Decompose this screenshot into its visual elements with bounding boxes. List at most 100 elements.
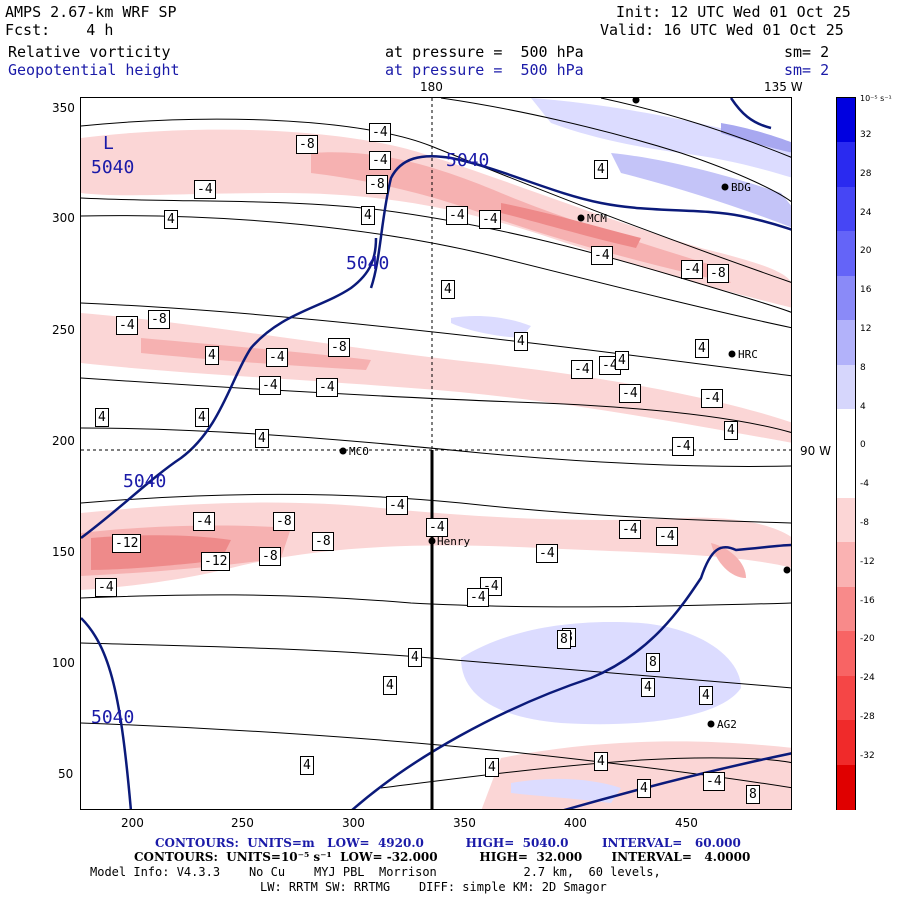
vorticity-contour-label: -4 [369, 123, 391, 142]
footer-height-contours: CONTOURS: UNITS=m LOW= 4920.0 HIGH= 5040… [155, 836, 741, 850]
vorticity-contour-label: -4 [467, 588, 489, 607]
vorticity-contour-label: -4 [656, 527, 678, 546]
vorticity-contour-label: 4 [699, 686, 713, 705]
colorbar-tick-label: -4 [860, 479, 869, 490]
vorticity-contour-label: -8 [273, 512, 295, 531]
x-tick-label: 350 [453, 816, 476, 830]
colorbar-segment [837, 409, 855, 454]
y-tick-label: 50 [58, 767, 74, 781]
vorticity-contour-label: 4 [95, 408, 109, 427]
colorbar-tick-label: -12 [860, 556, 875, 567]
vorticity-contour-label: -4 [426, 518, 448, 537]
height-label: 5040 [346, 253, 390, 274]
vorticity-contour-label: -4 [194, 180, 216, 199]
x-tick-label: 400 [564, 816, 587, 830]
vorticity-contour-label: -4 [369, 151, 391, 170]
station-label: MCM [587, 212, 607, 225]
vorticity-contour-label: -8 [296, 135, 318, 154]
colorbar-units: 10⁻⁵ s⁻¹ [860, 94, 892, 103]
model-title: AMPS 2.67-km WRF SP [5, 3, 177, 21]
height-label: 5040 [123, 471, 167, 492]
colorbar-segment [837, 453, 855, 499]
vorticity-contour-label: 4 [594, 752, 608, 771]
colorbar-tick-label: -28 [860, 712, 875, 722]
colorbar-tick-label: 24 [860, 207, 872, 218]
lon-label-135w: 135 W [764, 80, 803, 94]
vorticity-contour-label: -4 [116, 316, 138, 335]
colorbar-segment [837, 675, 855, 721]
vorticity-contour-label: -4 [701, 389, 723, 408]
vorticity-contour-label: 4 [641, 678, 655, 697]
colorbar-tick-label: 12 [860, 324, 872, 334]
vorticity-contour-label: -4 [591, 246, 613, 265]
height-label: 5040 [91, 707, 135, 728]
lon-label-180: 180 [420, 80, 443, 94]
colorbar-tick-label: -8 [860, 518, 869, 528]
vorticity-contour-label: 8 [746, 785, 760, 804]
x-tick-label: 200 [121, 816, 144, 830]
colorbar [836, 97, 856, 810]
vorticity-contour-label: 4 [408, 648, 422, 667]
colorbar-tick-label: 28 [860, 168, 872, 179]
vorticity-contour-label: -4 [193, 512, 215, 531]
vorticity-contour-label: -4 [266, 348, 288, 367]
vorticity-contour-label: -12 [112, 534, 142, 553]
colorbar-segment [837, 186, 855, 232]
station-label: AG2 [717, 718, 737, 731]
x-tick-label: 250 [231, 816, 254, 830]
footer-physics: LW: RRTM SW: RRTMG DIFF: simple KM: 2D S… [260, 880, 607, 894]
vorticity-contour-label: -4 [672, 437, 694, 456]
vorticity-contour-label: -8 [259, 547, 281, 566]
footer-model-info: Model Info: V4.3.3 No Cu MYJ PBL Morriso… [90, 865, 661, 879]
vorticity-contour-label: -4 [479, 210, 501, 229]
y-tick-label: 300 [52, 211, 75, 225]
vorticity-contour-label: -4 [571, 360, 593, 379]
field2-name: Geopotential height [8, 61, 180, 79]
vorticity-contour-label: -12 [201, 552, 231, 571]
colorbar-segment [837, 764, 855, 810]
vorticity-contour-label: -8 [312, 532, 334, 551]
vorticity-contour-label: 4 [300, 756, 314, 775]
vorticity-contour-label: 4 [205, 346, 219, 365]
vorticity-contour-label: -4 [95, 578, 117, 597]
colorbar-segment [837, 542, 855, 588]
vorticity-contour-label: -4 [619, 520, 641, 539]
map-panel[interactable]: L 5040 5040 5040 5040 5040 BDG MCM HRC M… [80, 97, 792, 810]
vorticity-contour-label: -8 [328, 338, 350, 357]
colorbar-segment [837, 98, 855, 143]
init-time: Init: 12 UTC Wed 01 Oct 25 [616, 3, 851, 21]
colorbar-segment [837, 720, 855, 766]
colorbar-segment [837, 320, 855, 366]
vorticity-contour-label: 4 [695, 339, 709, 358]
vorticity-contour-label: -8 [707, 264, 729, 283]
valid-time: Valid: 16 UTC Wed 01 Oct 25 [600, 21, 844, 39]
low-marker: L [103, 133, 114, 154]
field1-pressure: at pressure = 500 hPa [385, 43, 584, 61]
colorbar-segment [837, 631, 855, 677]
vorticity-contour-label: -4 [316, 378, 338, 397]
x-tick-label: 450 [675, 816, 698, 830]
colorbar-segment [837, 275, 855, 321]
vorticity-contour-label: 8 [646, 653, 660, 672]
vorticity-contour-label: 4 [164, 210, 178, 229]
vorticity-contour-label: 4 [195, 408, 209, 427]
colorbar-tick-label: 16 [860, 285, 872, 296]
height-label: 5040 [446, 150, 490, 171]
y-tick-label: 100 [52, 656, 75, 670]
vorticity-contour-label: 4 [724, 421, 738, 440]
vorticity-contour-label: -4 [259, 376, 281, 395]
station-label: BDG [731, 181, 751, 194]
y-tick-label: 150 [52, 545, 75, 559]
field1-smoothing: sm= 2 [784, 43, 830, 61]
map-plot [81, 98, 791, 809]
vorticity-contour-label: 8 [557, 630, 571, 649]
colorbar-tick-label: 4 [860, 401, 866, 412]
colorbar-segment [837, 142, 855, 188]
vorticity-contour-label: 4 [514, 332, 528, 351]
colorbar-tick-label: -24 [860, 673, 875, 684]
colorbar-segment [837, 231, 855, 277]
vorticity-contour-label: -4 [619, 384, 641, 403]
station-label: MCO [349, 445, 369, 458]
vorticity-contour-label: 4 [441, 280, 455, 299]
vorticity-contour-label: 4 [637, 779, 651, 798]
